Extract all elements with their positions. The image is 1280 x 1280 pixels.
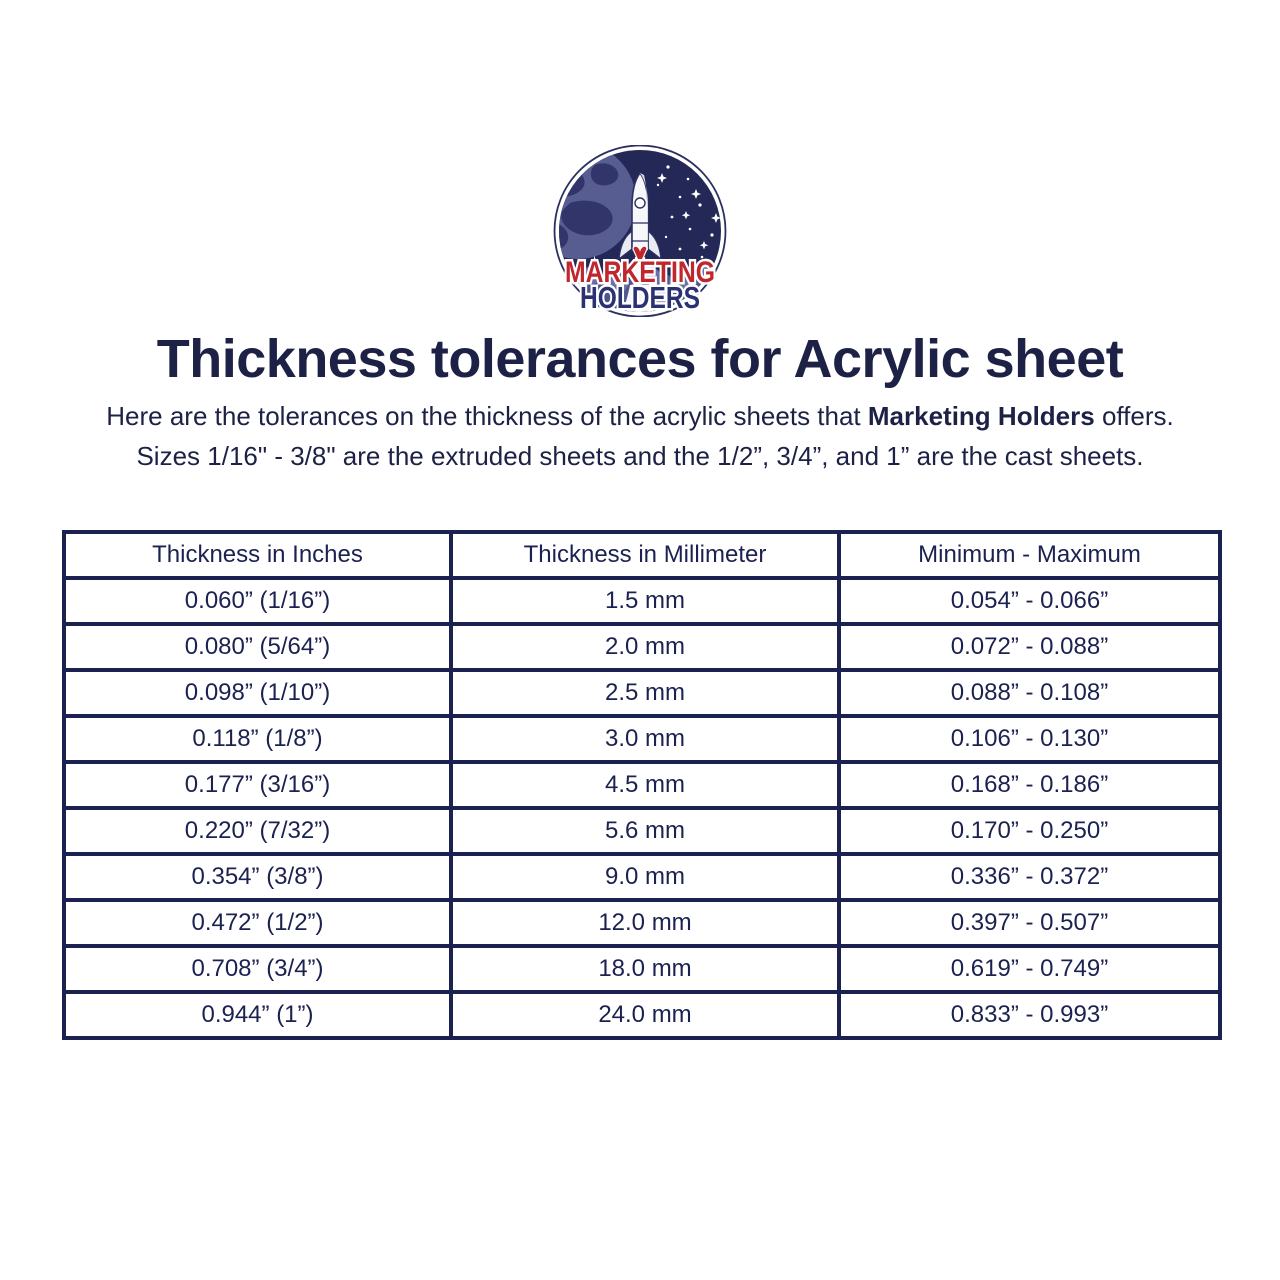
table-cell: 0.833” - 0.993” [837,990,1222,1040]
table-cell: 0.098” (1/10”) [62,668,453,718]
table-cell: 2.5 mm [449,668,841,718]
table-cell: 0.088” - 0.108” [837,668,1222,718]
table-cell: 0.472” (1/2”) [62,898,453,948]
table-body: 0.060” (1/16”) 1.5 mm 0.054” - 0.066” 0.080… [62,576,1222,1040]
marketing-holders-logo: MARKETING HOLDERS [0,145,1280,317]
table-row: 0.944” (1”) 24.0 mm 0.833” - 0.993” [62,990,1222,1040]
table-cell: 0.080” (5/64”) [62,622,453,672]
table-cell: 3.0 mm [449,714,841,764]
table-row: 0.708” (3/4”) 18.0 mm 0.619” - 0.749” [62,944,1222,994]
table-row: 0.060” (1/16”) 1.5 mm 0.054” - 0.066” [62,576,1222,626]
table-header: Thickness in Inches Thickness in Millime… [62,530,1222,580]
table-cell: 2.0 mm [449,622,841,672]
table-row: 0.354” (3/8”) 9.0 mm 0.336” - 0.372” [62,852,1222,902]
table-cell: 9.0 mm [449,852,841,902]
page-title: Thickness tolerances for Acrylic sheet [156,329,1124,389]
table-cell: 0.619” - 0.749” [837,944,1222,994]
column-header-min-max: Minimum - Maximum [837,530,1222,580]
table-row: 0.118” (1/8”) 3.0 mm 0.106” - 0.130” [62,714,1222,764]
subtitle-text-2: offers. [1094,401,1174,431]
table-cell: 12.0 mm [449,898,841,948]
thickness-tolerance-table: Thickness in Inches Thickness in Millime… [62,530,1222,1040]
table-cell: 18.0 mm [449,944,841,994]
table-cell: 0.054” - 0.066” [837,576,1222,626]
subtitle-brand-bold: Marketing Holders [867,401,1095,431]
table-cell: 0.177” (3/16”) [62,760,453,810]
table-cell: 0.106” - 0.130” [837,714,1222,764]
column-header-inches: Thickness in Inches [62,530,453,580]
rocket-space-logo-icon: MARKETING HOLDERS [553,145,727,317]
subtitle-line-2: Sizes 1/16" - 3/8" are the extruded shee… [136,441,1144,471]
table-row: 0.098” (1/10”) 2.5 mm 0.088” - 0.108” [62,668,1222,718]
table-row: 0.220” (7/32”) 5.6 mm 0.170” - 0.250” [62,806,1222,856]
table-header-row: Thickness in Inches Thickness in Millime… [62,530,1222,580]
table-cell: 24.0 mm [449,990,841,1040]
table-cell: 0.118” (1/8”) [62,714,453,764]
table-row: 0.080” (5/64”) 2.0 mm 0.072” - 0.088” [62,622,1222,672]
column-header-millimeter: Thickness in Millimeter [449,530,841,580]
table-cell: 0.072” - 0.088” [837,622,1222,672]
subtitle-text-1: Here are the tolerances on the thickness… [106,401,868,431]
table-row: 0.177” (3/16”) 4.5 mm 0.168” - 0.186” [62,760,1222,810]
table-cell: 0.336” - 0.372” [837,852,1222,902]
page-subtitle: Here are the tolerances on the thickness… [0,396,1280,476]
table-cell: 0.168” - 0.186” [837,760,1222,810]
table-cell: 0.354” (3/8”) [62,852,453,902]
table-cell: 5.6 mm [449,806,841,856]
table-cell: 0.170” - 0.250” [837,806,1222,856]
table-cell: 0.397” - 0.507” [837,898,1222,948]
logo-text-marketing: MARKETING [565,256,715,289]
logo-text-holders: HOLDERS [580,280,700,315]
table-cell: 1.5 mm [449,576,841,626]
table-row: 0.472” (1/2”) 12.0 mm 0.397” - 0.507” [62,898,1222,948]
table-cell: 0.220” (7/32”) [62,806,453,856]
table-cell: 0.708” (3/4”) [62,944,453,994]
table-cell: 0.060” (1/16”) [62,576,453,626]
table-cell: 0.944” (1”) [62,990,453,1040]
table-cell: 4.5 mm [449,760,841,810]
